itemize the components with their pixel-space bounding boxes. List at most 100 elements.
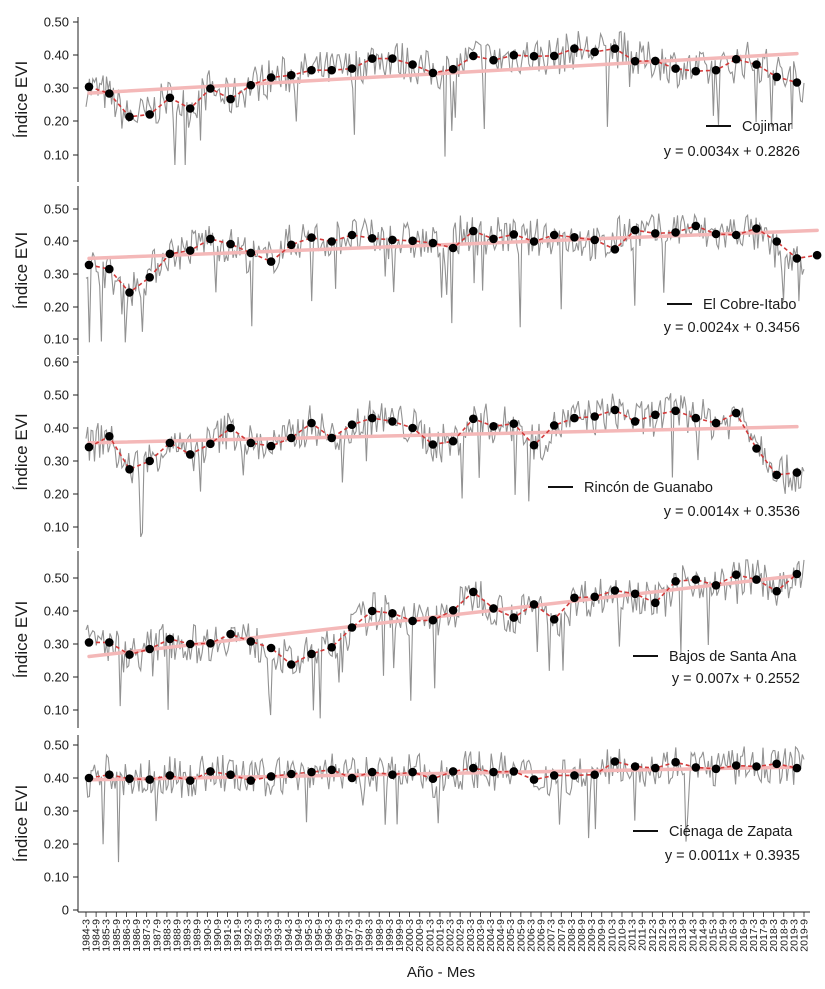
annual-mean-point: [165, 249, 175, 259]
annual-mean-point: [772, 586, 781, 596]
annual-mean-point: [428, 615, 438, 625]
annual-mean-point: [711, 581, 721, 590]
annual-mean-point: [570, 44, 579, 53]
annual-mean-point: [105, 89, 114, 98]
annual-mean-point: [266, 441, 276, 451]
legend-label: El Cobre-Itabo: [703, 297, 797, 313]
x-tick-label: 1995-3: [303, 919, 315, 952]
legend-label: Rincón de Guanabo: [584, 480, 713, 496]
annual-mean-point: [772, 470, 781, 480]
annual-mean-point: [448, 436, 458, 446]
annual-mean-point: [529, 237, 539, 246]
x-tick-label: 1997-3: [343, 919, 355, 952]
annual-mean-point: [731, 230, 741, 240]
annual-mean-point: [590, 235, 599, 245]
x-tick-label: 1995-9: [313, 919, 325, 952]
annual-mean-point: [428, 68, 438, 78]
x-tick-label: 2015-3: [708, 919, 720, 952]
annual-mean-point: [469, 414, 478, 424]
trend-line: [87, 424, 799, 445]
annual-mean-point: [671, 64, 680, 73]
annual-mean-point: [145, 456, 154, 466]
annual-mean-point: [671, 406, 680, 416]
y-axis-label: Índice EVI: [12, 61, 31, 139]
y-tick-label: 0.40: [44, 771, 69, 786]
annual-mean-point: [772, 72, 781, 82]
y-axis-label: Índice EVI: [12, 785, 31, 863]
panel-ci-naga-de-zapata: 0 0.10 0.20 0.30 0.40 0.50 Índice EVI Ciénaga d…: [12, 735, 805, 918]
annual-mean-point: [125, 112, 134, 122]
y-tick-label: 0.20: [44, 837, 69, 852]
annual-mean-point: [529, 440, 539, 450]
annual-mean-point: [711, 229, 721, 239]
annual-mean-point: [489, 767, 498, 777]
annual-mean-point: [448, 606, 458, 615]
x-tick-label: 1991-3: [222, 919, 234, 952]
x-tick-label: 2005-9: [515, 919, 527, 952]
trend-line: [87, 765, 799, 782]
annual-mean-point: [125, 774, 134, 783]
annual-mean-point: [731, 54, 741, 64]
y-tick-label: 0.20: [44, 114, 69, 129]
y-tick-label: 0.10: [44, 870, 69, 885]
x-tick-label: 2014-3: [687, 919, 699, 952]
x-tick-label: 1985-3: [101, 919, 113, 952]
x-tick-label: 2009-9: [596, 919, 608, 952]
y-tick-label: 0.10: [44, 332, 69, 347]
annual-mean-point: [772, 237, 781, 246]
annual-mean-point: [327, 65, 337, 75]
x-tick-label: 2016-3: [728, 919, 740, 952]
monthly-evi-series: [85, 212, 805, 343]
annual-mean-point: [307, 649, 316, 659]
y-tick-label: 0.40: [44, 604, 69, 619]
x-tick-label: 2010-9: [617, 919, 629, 952]
x-tick-label: 2011-9: [637, 919, 649, 951]
annual-mean-point: [752, 224, 761, 233]
x-tick-label: 2002-3: [445, 919, 457, 952]
y-tick-label: 0.50: [44, 738, 69, 753]
y-axis-label: Índice EVI: [12, 601, 31, 679]
annual-mean-point: [185, 104, 195, 113]
panel-cojimar: 0.10 0.20 0.30 0.40 0.50 Índice EVI Cojimar y =…: [12, 15, 805, 182]
annual-mean-point: [630, 762, 640, 771]
annual-mean-point: [327, 433, 337, 443]
annual-mean-point: [469, 226, 478, 236]
annual-mean-point: [570, 593, 579, 603]
y-tick-label: 0.40: [44, 421, 69, 436]
x-tick-label: 1987-9: [151, 919, 163, 952]
x-tick-label: 1986-9: [131, 919, 143, 952]
annual-mean-point: [651, 410, 660, 420]
y-tick-label: 0.20: [44, 670, 69, 685]
panel-bajos-de-santa-ana: 0.10 0.20 0.30 0.40 0.50 Índice EVI Bajos de S…: [12, 551, 805, 728]
annual-mean-point: [509, 419, 519, 429]
annual-mean-point: [145, 273, 154, 282]
y-tick-label: 0.20: [44, 487, 69, 502]
annual-mean-point: [367, 606, 377, 616]
annual-mean-point: [246, 248, 256, 258]
annual-mean-point: [408, 616, 417, 626]
annual-mean-point: [590, 770, 599, 779]
x-tick-label: 1999-3: [384, 919, 396, 952]
annual-mean-point: [630, 417, 640, 426]
annual-mean-point: [671, 228, 680, 237]
x-tick-label: 2017-3: [748, 919, 760, 952]
annual-mean-point: [125, 650, 134, 659]
annual-mean-point: [307, 233, 316, 242]
annual-mean-point: [448, 767, 458, 776]
x-tick-label: 2001-3: [424, 919, 436, 952]
annual-mean-point: [145, 110, 154, 119]
annual-mean-point: [549, 421, 559, 430]
annual-mean-point: [206, 84, 215, 93]
annual-mean-point: [287, 240, 296, 250]
annual-mean-point: [287, 660, 296, 669]
y-tick-label: 0.50: [44, 388, 69, 403]
x-tick-label: 2000-3: [404, 919, 416, 952]
annual-mean-point: [206, 234, 215, 244]
annual-mean-point: [347, 230, 357, 240]
annual-mean-point: [84, 638, 94, 647]
annual-mean-point: [125, 288, 134, 297]
x-tick-label: 2015-9: [718, 919, 730, 952]
annual-mean-point: [651, 763, 660, 773]
annual-mean-point: [711, 764, 721, 774]
annual-mean-point: [347, 420, 357, 430]
